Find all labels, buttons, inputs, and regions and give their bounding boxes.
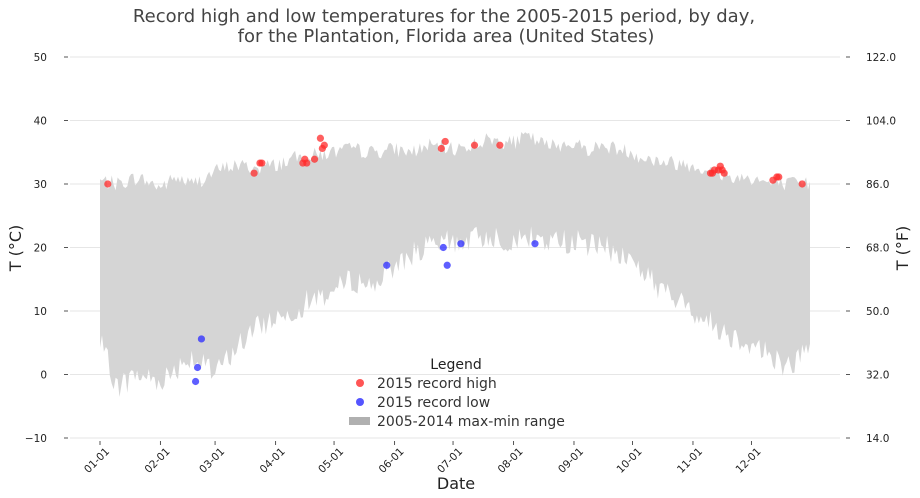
record-low-point — [191, 377, 200, 386]
legend-marker-range — [349, 417, 370, 425]
x-tick-label: 05-01 — [316, 446, 346, 476]
x-tick-label: 04-01 — [258, 446, 288, 476]
y-axis-label-left: T (°C) — [6, 225, 25, 273]
legend-marker-low — [356, 398, 364, 406]
record-high-point — [316, 134, 325, 142]
right-y-axis: 14.0 32.0 50.0 68.0 86.0 104.0 122.0 — [846, 52, 896, 445]
x-tick-label: 06-01 — [377, 446, 407, 476]
y-right-tick-label: 122.0 — [866, 52, 896, 64]
legend-title: Legend — [430, 357, 481, 373]
record-high-point — [470, 141, 479, 149]
record-high-point — [441, 137, 449, 146]
legend-label-low: 2015 record low — [377, 395, 490, 411]
record-high-point — [258, 159, 266, 167]
record-low-point — [439, 243, 447, 252]
range-area — [100, 132, 810, 397]
chart-subtitle: for the Plantation, Florida area (United… — [238, 26, 655, 47]
y-tick-label: 0 — [40, 370, 47, 382]
x-tick-label: 09-01 — [556, 446, 586, 476]
x-tick-label: 12-01 — [734, 446, 764, 476]
x-tick-label: 11-01 — [675, 446, 705, 476]
range-area-group — [100, 132, 810, 397]
record-low-point — [383, 261, 391, 269]
x-tick-label: 02-01 — [143, 446, 173, 476]
record-high-point — [104, 180, 112, 188]
x-tick-label: 01-01 — [82, 446, 112, 476]
y-right-tick-label: 50.0 — [866, 306, 889, 318]
y-tick-label: 40 — [34, 116, 47, 128]
y-tick-label: 50 — [34, 52, 47, 64]
y-tick-label: −10 — [25, 433, 47, 445]
y-tick-label: 20 — [34, 243, 47, 255]
x-tick-label: 03-01 — [197, 446, 227, 476]
record-low-point — [443, 261, 451, 269]
y-right-tick-label: 14.0 — [866, 433, 889, 445]
x-axis-label: Date — [437, 474, 475, 493]
y-right-tick-label: 68.0 — [866, 243, 889, 255]
y-tick-label: 30 — [34, 179, 47, 191]
y-right-tick-label: 32.0 — [866, 370, 889, 382]
x-tick-label: 10-01 — [615, 446, 645, 476]
y-axis-label-right: T (°F) — [893, 226, 912, 272]
record-low-point — [457, 240, 465, 248]
x-tick-label: 08-01 — [496, 446, 526, 476]
record-high-point — [720, 169, 728, 177]
left-y-axis: −10 0 10 20 30 40 50 — [25, 52, 68, 445]
legend-marker-high — [356, 379, 364, 387]
record-high-point — [775, 173, 783, 181]
y-right-tick-label: 86.0 — [866, 179, 889, 191]
record-high-point — [250, 169, 258, 177]
x-tick-label: 07-01 — [435, 446, 465, 476]
x-axis: 01-01 02-01 03-01 04-01 05-01 06-01 07-01 08-01… — [82, 441, 764, 476]
record-low-point — [193, 363, 202, 372]
record-high-point — [798, 180, 806, 188]
y-tick-label: 10 — [34, 306, 47, 318]
record-high-point — [496, 141, 504, 149]
points-group — [104, 134, 806, 386]
record-low-point — [531, 240, 539, 248]
y-right-tick-label: 104.0 — [866, 116, 896, 128]
chart-title: Record high and low temperatures for the… — [133, 6, 755, 27]
legend-label-range: 2005-2014 max-min range — [377, 414, 565, 430]
record-high-point — [303, 159, 311, 167]
record-high-point — [310, 155, 319, 163]
record-low-point — [197, 335, 206, 343]
record-high-point — [437, 144, 445, 153]
legend: Legend 2015 record high 2015 record low … — [349, 357, 565, 430]
record-high-point — [320, 141, 328, 149]
legend-label-high: 2015 record high — [377, 376, 497, 392]
